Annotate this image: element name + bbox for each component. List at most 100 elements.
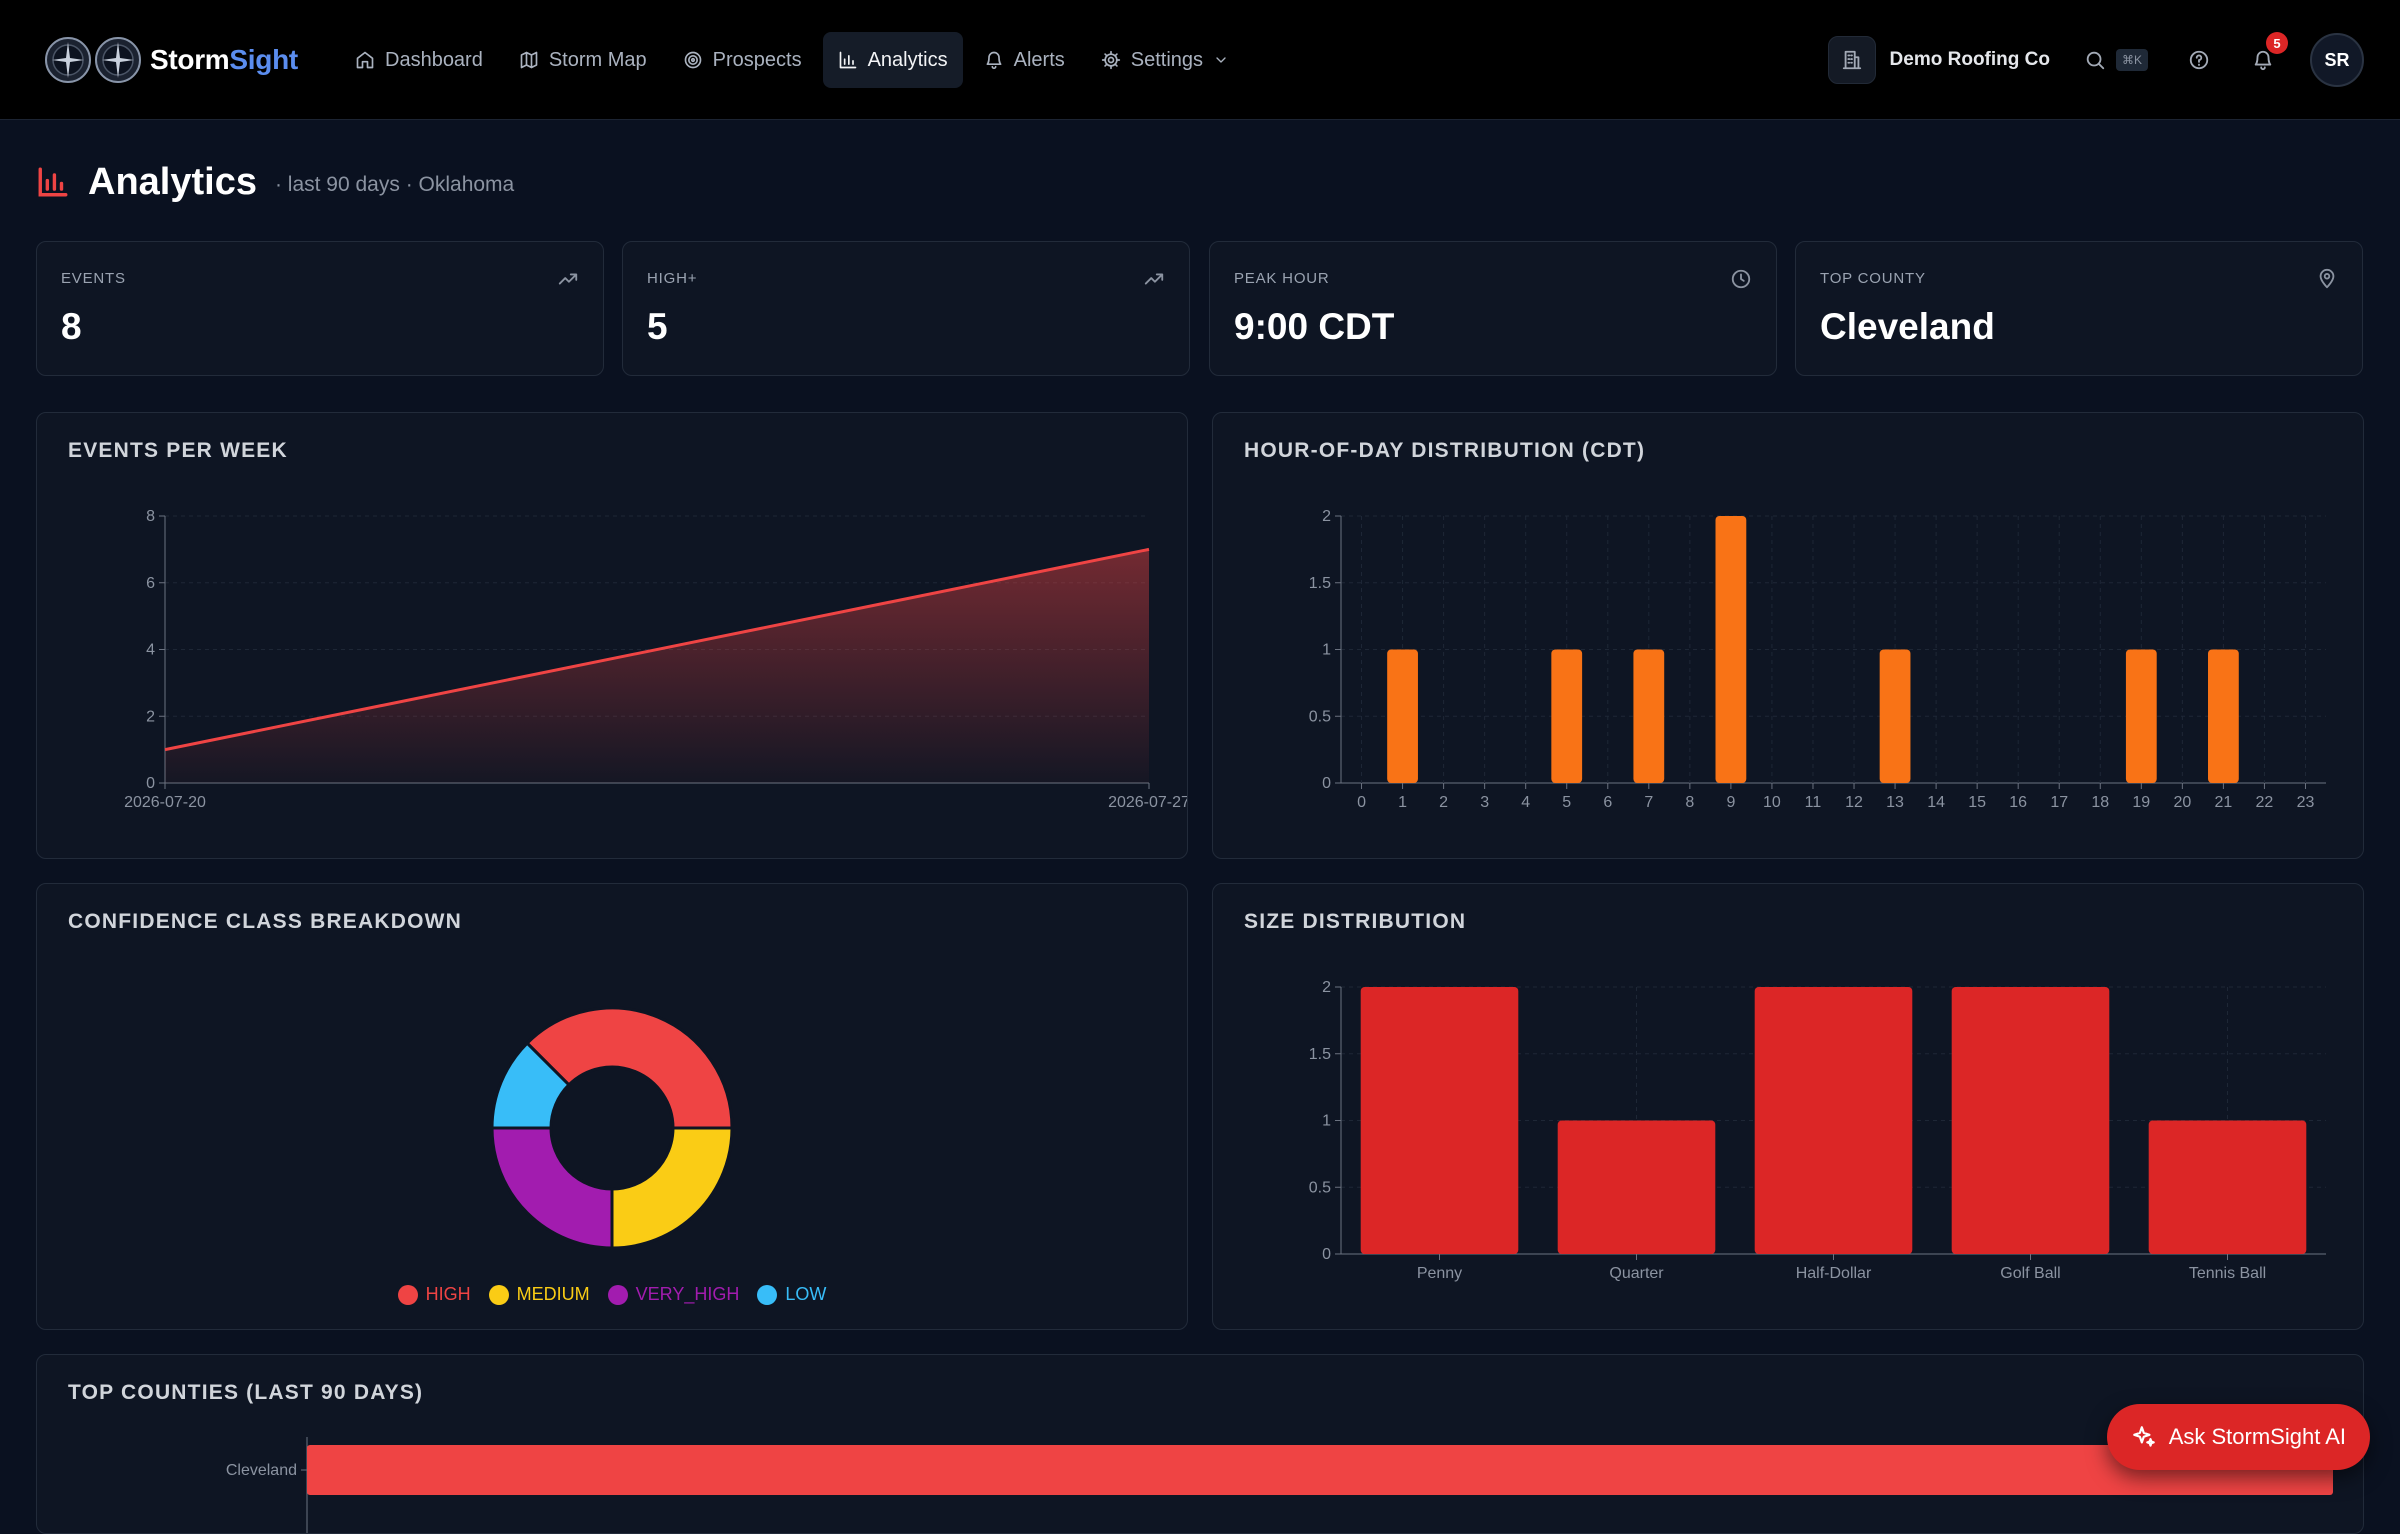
x-tick-label: 11: [1805, 794, 1822, 811]
stat-value: 9:00 CDT: [1234, 306, 1395, 347]
logo[interactable]: StormSight: [44, 34, 298, 86]
pie-slice: [490, 1041, 571, 1130]
gear-icon: [1101, 50, 1120, 70]
x-tick-label: Penny: [1417, 1265, 1462, 1282]
help-button[interactable]: [2188, 36, 2210, 84]
x-tick-label: 10: [1763, 794, 1781, 811]
y-tick-label: 1: [1322, 1113, 1331, 1130]
map-icon: [520, 51, 538, 69]
legend-swatch: [607, 1284, 628, 1305]
bar: [2208, 649, 2239, 783]
page-title: Analytics: [88, 160, 257, 203]
panel-title: TOP COUNTIES (LAST 90 DAYS): [68, 1381, 424, 1404]
y-tick-label: Cleveland: [226, 1462, 297, 1479]
legend-label: MEDIUM: [516, 1284, 590, 1304]
stat-card-events: EVENTS 8: [36, 241, 604, 376]
page-header: Analytics · last 90 days · Oklahoma: [36, 156, 514, 208]
y-tick-label: 2: [1322, 979, 1331, 996]
nav-storm-map[interactable]: Storm Map: [504, 32, 662, 88]
y-tick-label: 6: [146, 575, 155, 592]
legend-swatch: [397, 1284, 418, 1305]
area-fill: [165, 549, 1149, 783]
events-per-week-chart: 0 2 4 6 8 2026-07-20 2026-07-27: [124, 508, 1187, 811]
stat-value: 8: [61, 306, 82, 347]
notification-badge: 5: [2266, 32, 2288, 54]
confidence-donut-chart: [490, 1006, 734, 1250]
search-button[interactable]: ⌘K: [2084, 36, 2148, 84]
bell-icon: [986, 51, 1002, 70]
x-tick-label: 12: [1845, 794, 1863, 811]
x-tick-label: Golf Ball: [2000, 1265, 2060, 1282]
ask-ai-button[interactable]: Ask StormSight AI: [2106, 1404, 2370, 1470]
nav-analytics[interactable]: Analytics: [822, 32, 963, 88]
org-name[interactable]: Demo Roofing Co: [1889, 49, 2050, 70]
stat-label: EVENTS: [61, 270, 126, 287]
nav-analytics-label: Analytics: [867, 48, 948, 71]
legend-item[interactable]: MEDIUM: [488, 1284, 590, 1305]
x-tick-label: 2026-07-27: [1108, 794, 1187, 811]
nav-alerts[interactable]: Alerts: [969, 32, 1080, 88]
y-tick-label: 1.5: [1309, 575, 1331, 592]
nav-dashboard[interactable]: Dashboard: [340, 32, 498, 88]
bar-chart-icon: [38, 167, 68, 197]
legend-swatch: [488, 1284, 509, 1305]
search-icon: [2086, 51, 2105, 70]
stat-card-peak-hour: PEAK HOUR 9:00 CDT: [1209, 241, 1777, 376]
legend-label: VERY_HIGH: [635, 1284, 740, 1304]
legend-item[interactable]: HIGH: [397, 1284, 471, 1305]
nav-prospects-label: Prospects: [712, 48, 802, 71]
x-tick-label: 6: [1603, 794, 1612, 811]
x-tick-label: 19: [2132, 794, 2150, 811]
stat-card-top-county: TOP COUNTY Cleveland: [1795, 241, 2363, 376]
x-tick-label: 2026-07-20: [124, 794, 206, 811]
stat-value: Cleveland: [1820, 306, 1995, 347]
nav-settings[interactable]: Settings: [1086, 32, 1244, 88]
org-switcher[interactable]: [1827, 36, 1876, 84]
x-tick-label: 8: [1685, 794, 1694, 811]
nav-alerts-label: Alerts: [1013, 48, 1065, 71]
bar: [1633, 649, 1665, 783]
nav-prospects[interactable]: Prospects: [668, 32, 817, 88]
header-tools: Demo Roofing Co ⌘K 5 SR: [1827, 32, 2364, 88]
panel-title: HOUR-OF-DAY DISTRIBUTION (CDT): [1244, 439, 1646, 462]
brand-name-part2: Sight: [229, 44, 298, 75]
bar: [1551, 649, 1583, 783]
y-tick-label: 0: [1322, 1246, 1331, 1263]
avatar[interactable]: SR: [2310, 33, 2364, 87]
nav-settings-label: Settings: [1130, 48, 1204, 71]
legend-label: LOW: [785, 1284, 827, 1304]
y-tick-label: 0.5: [1309, 708, 1331, 725]
x-tick-label: 3: [1480, 794, 1489, 811]
clock-icon: [1731, 269, 1751, 289]
series-line: [164, 547, 1150, 752]
bar: [2125, 649, 2157, 783]
logo-icon: [45, 37, 141, 83]
panel-events-per-week: EVENTS PER WEEK 0 2 4 6 8 2026-07-20 2026-07-2…: [36, 412, 1188, 859]
y-tick-label: 1.5: [1309, 1046, 1331, 1063]
bar: [1557, 1120, 1716, 1254]
pie-slice: [525, 1006, 734, 1130]
x-tick-label: 20: [2173, 794, 2191, 811]
x-tick-label: 17: [2050, 794, 2068, 811]
notifications-button[interactable]: 5: [2252, 32, 2288, 84]
home-icon: [356, 51, 374, 69]
trending-up-icon: [558, 273, 578, 285]
bar: [1951, 987, 2110, 1254]
bar: [1360, 987, 1519, 1254]
legend-item[interactable]: LOW: [757, 1284, 826, 1305]
y-tick-label: 8: [146, 508, 155, 525]
panel-size-distribution: SIZE DISTRIBUTION 0 0.5 1 1.5 2 Penny Quarter H…: [1212, 883, 2364, 1330]
x-tick-label: Half-Dollar: [1796, 1265, 1872, 1282]
x-tick-label: 7: [1644, 794, 1653, 811]
x-tick-label: 22: [2256, 794, 2274, 811]
bar: [307, 1445, 2333, 1495]
nav-storm-map-label: Storm Map: [548, 48, 647, 71]
x-tick-label: 1: [1398, 794, 1407, 811]
panel-title: SIZE DISTRIBUTION: [1244, 910, 1467, 933]
bar: [1879, 649, 1911, 783]
x-tick-label: 23: [2297, 794, 2315, 811]
stat-value: 5: [647, 306, 668, 347]
legend-item[interactable]: VERY_HIGH: [607, 1284, 740, 1305]
trending-up-icon: [1144, 273, 1164, 285]
x-tick-label: 14: [1927, 794, 1945, 811]
